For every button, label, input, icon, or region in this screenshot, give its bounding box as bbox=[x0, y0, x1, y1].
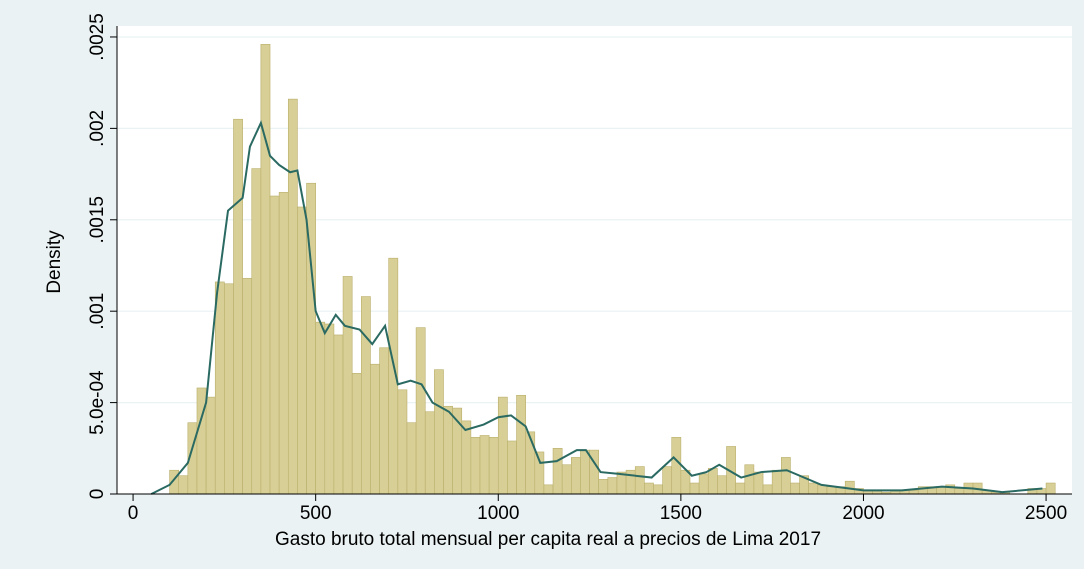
bar bbox=[707, 468, 718, 495]
y-tick-label: .001 bbox=[87, 293, 108, 330]
bar bbox=[781, 457, 791, 495]
bar bbox=[525, 431, 536, 495]
bar bbox=[634, 466, 645, 495]
bar bbox=[488, 437, 499, 495]
bar bbox=[251, 168, 262, 495]
bar bbox=[561, 464, 572, 495]
bar bbox=[178, 475, 189, 495]
y-axis-label: Density bbox=[44, 230, 65, 294]
bar bbox=[826, 486, 837, 495]
bar bbox=[269, 195, 280, 495]
bar bbox=[224, 283, 234, 495]
bar bbox=[908, 490, 919, 495]
bar bbox=[315, 321, 326, 495]
bar bbox=[497, 396, 508, 495]
bar bbox=[671, 437, 682, 495]
bar bbox=[434, 369, 444, 495]
x-tick-label: 0 bbox=[128, 503, 139, 524]
bar bbox=[278, 192, 289, 495]
bar bbox=[744, 464, 755, 495]
x-axis-label: Gasto bruto total mensual per capita rea… bbox=[275, 529, 821, 550]
bar bbox=[753, 471, 764, 495]
bar bbox=[361, 296, 371, 495]
bar bbox=[260, 43, 271, 495]
bar bbox=[1045, 482, 1056, 495]
bar bbox=[415, 327, 426, 495]
bar bbox=[607, 477, 618, 495]
bar bbox=[233, 118, 243, 495]
bar bbox=[507, 440, 517, 495]
y-tick-label: .002 bbox=[87, 110, 108, 147]
x-tick-label: 1000 bbox=[477, 503, 519, 524]
x-tick-label: 2000 bbox=[842, 503, 884, 524]
bar bbox=[406, 422, 417, 495]
bar bbox=[333, 334, 344, 495]
bar bbox=[287, 98, 298, 495]
bar bbox=[689, 482, 700, 495]
bar bbox=[424, 411, 435, 495]
bar bbox=[625, 469, 636, 495]
bar bbox=[790, 482, 800, 495]
bar bbox=[214, 281, 225, 495]
bar bbox=[698, 473, 709, 495]
bar bbox=[653, 484, 663, 495]
bar bbox=[479, 435, 490, 495]
x-tick-label: 500 bbox=[300, 503, 332, 524]
bar bbox=[735, 482, 746, 495]
bar bbox=[580, 449, 590, 495]
bar bbox=[470, 437, 481, 495]
bar bbox=[552, 447, 563, 495]
y-tick-label: 5.0e-04 bbox=[87, 370, 108, 435]
bar bbox=[397, 389, 408, 495]
bar bbox=[771, 469, 782, 495]
bar bbox=[205, 396, 216, 495]
bar bbox=[717, 475, 727, 495]
bar bbox=[662, 466, 673, 495]
bar bbox=[516, 394, 526, 495]
bar bbox=[379, 347, 390, 495]
bar bbox=[443, 405, 453, 495]
bar bbox=[543, 484, 554, 495]
bar bbox=[461, 420, 472, 495]
bar bbox=[598, 479, 609, 495]
x-tick-label: 1500 bbox=[660, 503, 702, 524]
density-line bbox=[150, 119, 1043, 495]
bar bbox=[242, 277, 253, 495]
bar bbox=[808, 482, 819, 495]
bar bbox=[370, 363, 380, 495]
bar bbox=[324, 323, 335, 495]
bar bbox=[644, 482, 654, 495]
bar bbox=[351, 373, 362, 495]
bar bbox=[342, 276, 353, 495]
y-tick-label: .0015 bbox=[87, 196, 108, 244]
bar bbox=[762, 484, 773, 495]
y-tick-label: .0025 bbox=[87, 13, 108, 61]
y-tick-label: 0 bbox=[87, 489, 108, 500]
bar bbox=[571, 457, 581, 495]
bar bbox=[954, 488, 965, 495]
x-tick-label: 2500 bbox=[1025, 503, 1067, 524]
bar bbox=[297, 206, 307, 495]
